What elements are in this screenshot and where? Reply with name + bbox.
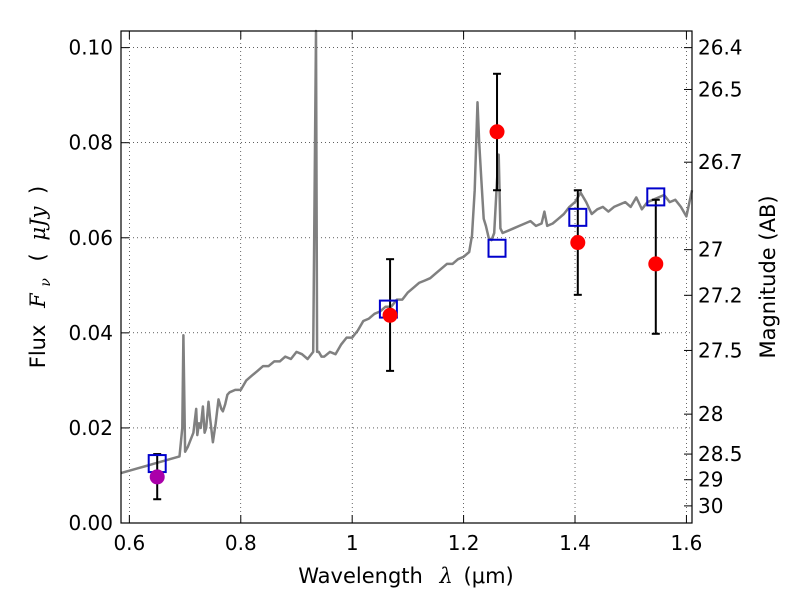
spectrum-layer	[120, 29, 694, 475]
mag-tick-label: 29	[698, 468, 723, 492]
model-square-marker	[487, 238, 507, 258]
model-square-marker	[646, 187, 666, 207]
y-tick-label: 0.06	[68, 226, 113, 250]
mag-tick-label: 27.2	[698, 283, 743, 307]
mag-tick-label: 30	[698, 494, 723, 518]
grid-lines	[121, 31, 692, 523]
axis-ticks	[121, 31, 692, 524]
x-tick-label: 1	[346, 531, 359, 555]
mag-tick-label: 28.5	[698, 442, 743, 466]
x-tick-label: 1.4	[559, 531, 591, 555]
y-axis-label-right: Magnitude (AB)	[756, 195, 780, 358]
spectrum-line	[120, 29, 694, 475]
y-tick-label: 0.10	[68, 36, 113, 60]
y-tick-label: 0.04	[68, 321, 113, 345]
tick-labels: 0.6 0.8 1 1.2 1.4 1.6 0.00 0.02 0.04 0.06 0.08 0.10…	[68, 36, 742, 555]
marker-layer	[147, 124, 666, 485]
mag-tick-label: 27	[698, 238, 723, 262]
y-tick-label: 0.02	[68, 416, 113, 440]
mag-tick-label: 27.5	[698, 338, 743, 362]
observed-point	[489, 124, 505, 140]
x-axis-label: Wavelength λ (μm)	[298, 564, 513, 588]
observed-point	[648, 256, 664, 272]
mag-tick-label: 28	[698, 402, 723, 426]
model-square-marker	[568, 207, 588, 227]
x-tick-label: 0.6	[113, 531, 145, 555]
y-axis-label-left: Flux F ν ( μJy )	[26, 186, 55, 369]
observed-point	[570, 235, 586, 251]
mag-tick-label: 26.7	[698, 150, 743, 174]
x-tick-label: 0.8	[225, 531, 257, 555]
observed-point	[149, 469, 165, 485]
y-tick-label: 0.00	[68, 511, 113, 535]
errorbar-layer	[153, 72, 660, 501]
mag-tick-label: 26.5	[698, 77, 743, 101]
observed-point	[382, 307, 398, 323]
y-tick-label: 0.08	[68, 131, 113, 155]
x-tick-label: 1.6	[671, 531, 703, 555]
mag-tick-label: 26.4	[698, 36, 743, 60]
plot-frame	[120, 30, 693, 524]
x-tick-label: 1.2	[448, 531, 480, 555]
